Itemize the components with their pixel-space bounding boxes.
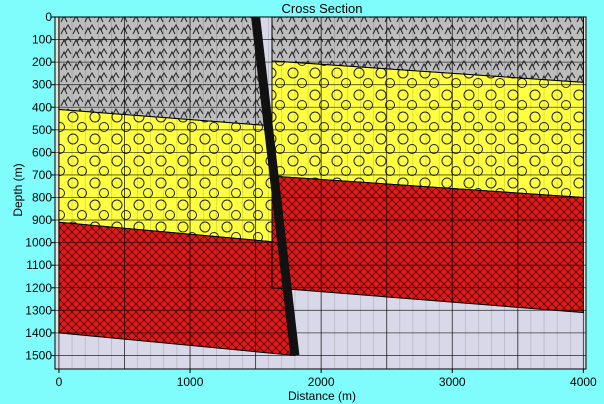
- y-tick-label: 0: [45, 10, 52, 24]
- chart-title: Cross Section: [282, 1, 363, 16]
- y-tick-label: 500: [32, 123, 52, 137]
- y-tick-label: 1200: [25, 281, 52, 295]
- grid: [55, 17, 586, 369]
- yellow-layer-block-right: [271, 60, 584, 199]
- y-tick-label: 300: [32, 78, 52, 92]
- plot-frame: [54, 16, 587, 370]
- x-tick-label: 2000: [308, 375, 335, 389]
- y-tick-label: 100: [32, 33, 52, 47]
- y-tick-label: 600: [32, 145, 52, 159]
- y-tick-label: 1500: [25, 348, 52, 362]
- y-tick-label: 1100: [26, 258, 52, 272]
- y-tick-label: 800: [32, 191, 52, 205]
- right-margin-strip: [583, 17, 586, 313]
- x-tick-label: 0: [56, 375, 63, 389]
- fault-line: [251, 16, 300, 356]
- y-tick-label: 1000: [25, 236, 52, 250]
- y-tick-label: 1300: [25, 303, 52, 317]
- x-tick-label: 3000: [439, 375, 466, 389]
- y-tick-label: 200: [32, 55, 52, 69]
- plot-area: 0 1000 2000 3000 4000 0 100 200 300 400 500 600 700 8…: [25, 10, 597, 389]
- x-axis-title: Distance (m): [288, 389, 356, 403]
- gray-layer-block-left: [58, 17, 265, 126]
- y-tick-label: 1400: [25, 326, 52, 340]
- x-tick-label: 1000: [177, 375, 204, 389]
- y-axis-title: Depth (m): [11, 163, 25, 216]
- y-tick-label: 900: [32, 213, 52, 227]
- y-tick-label: 400: [32, 100, 52, 114]
- x-tick-label: 4000: [570, 375, 597, 389]
- layers: [58, 17, 584, 357]
- y-tick-label: 700: [32, 168, 52, 182]
